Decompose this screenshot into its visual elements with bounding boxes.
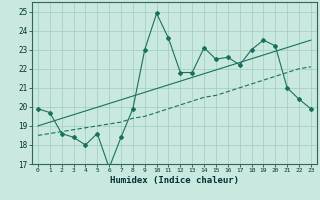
X-axis label: Humidex (Indice chaleur): Humidex (Indice chaleur) [110, 176, 239, 185]
